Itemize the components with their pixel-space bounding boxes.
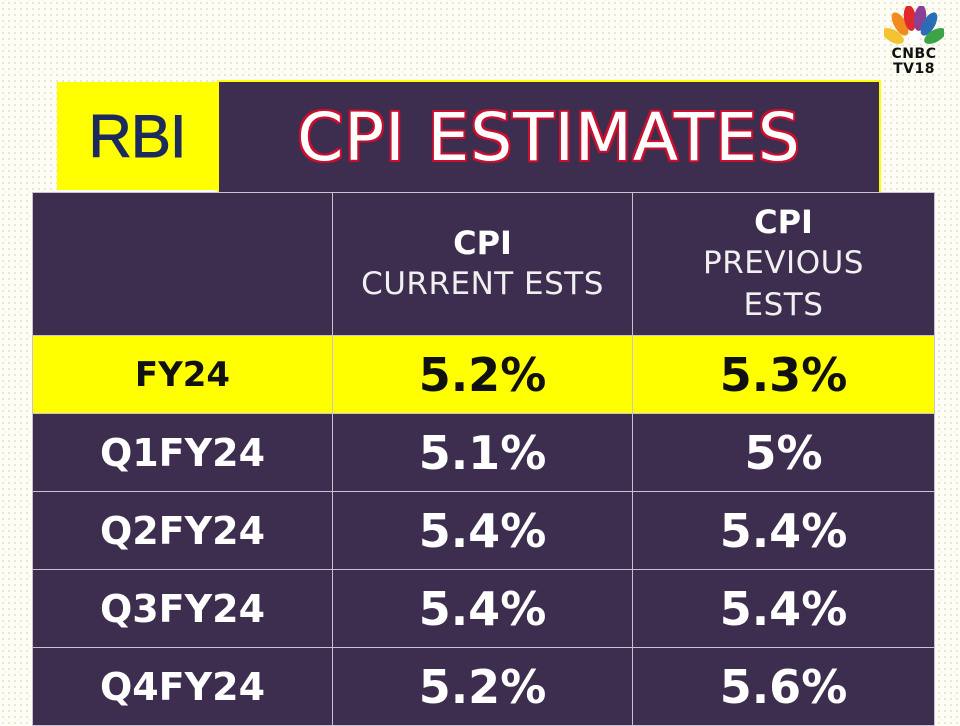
cpi-estimates-table: CPI CURRENT ESTS CPI PREVIOUS ESTS FY24 … [32, 192, 935, 726]
previous-estimate: 5.6% [632, 647, 935, 726]
title-banner: CPI ESTIMATES [217, 80, 881, 192]
row-label: Q4FY24 [32, 647, 333, 726]
previous-estimate: 5% [632, 413, 935, 492]
header-cell-current: CPI CURRENT ESTS [332, 192, 633, 336]
header-previous-sub-line2: ESTS [743, 287, 824, 323]
header-previous-sub-line1: PREVIOUS [703, 245, 864, 281]
previous-estimate: 5.4% [632, 491, 935, 570]
header-cell-empty [32, 192, 333, 336]
header-current-sub: CURRENT ESTS [361, 266, 604, 302]
header-previous-main: CPI [754, 203, 813, 241]
header-cell-previous: CPI PREVIOUS ESTS [632, 192, 935, 336]
table-row: Q1FY24 5.1% 5% [32, 413, 935, 492]
logo-line-cnbc: CNBC [891, 46, 937, 62]
table-row: Q3FY24 5.4% 5.4% [32, 569, 935, 648]
previous-estimate: 5.3% [632, 335, 935, 414]
row-label: Q2FY24 [32, 491, 333, 570]
rbi-badge-text: RBI [88, 102, 187, 170]
header-current-main: CPI [453, 224, 512, 262]
current-estimate: 5.2% [332, 647, 633, 726]
logo-line-tv18: TV18 [893, 61, 935, 77]
row-label: Q1FY24 [32, 413, 333, 492]
row-label: Q3FY24 [32, 569, 333, 648]
page-title: CPI ESTIMATES [297, 98, 801, 176]
peacock-icon [884, 6, 944, 45]
previous-estimate: 5.4% [632, 569, 935, 648]
table-header-row: CPI CURRENT ESTS CPI PREVIOUS ESTS [32, 192, 935, 336]
current-estimate: 5.2% [332, 335, 633, 414]
current-estimate: 5.4% [332, 569, 633, 648]
current-estimate: 5.1% [332, 413, 633, 492]
table-row: Q4FY24 5.2% 5.6% [32, 647, 935, 726]
cnbc-tv18-logo: CNBC TV18 [872, 6, 956, 80]
current-estimate: 5.4% [332, 491, 633, 570]
rbi-badge: RBI [57, 82, 217, 190]
table-row: FY24 5.2% 5.3% [32, 335, 935, 414]
row-label: FY24 [32, 335, 333, 414]
table-row: Q2FY24 5.4% 5.4% [32, 491, 935, 570]
